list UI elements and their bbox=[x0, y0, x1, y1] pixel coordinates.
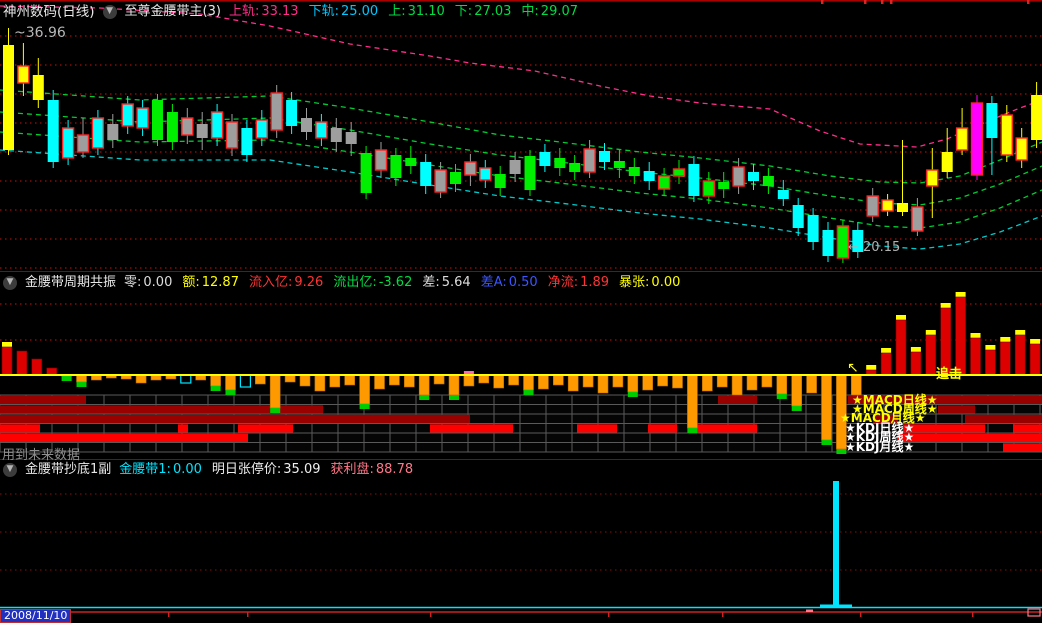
indicator-field: 下: 27.03 bbox=[455, 3, 512, 21]
indicator-field: 获利盘: 88.78 bbox=[331, 461, 414, 479]
field-value: -3.62 bbox=[378, 275, 413, 290]
field-label: 金腰带1: bbox=[119, 462, 171, 477]
chevron-down-circle-icon[interactable]: ▼ bbox=[102, 5, 117, 19]
signal-row-label: ★KDJ日线★ bbox=[845, 421, 915, 435]
field-label: 下: bbox=[454, 4, 473, 19]
field-label: 差A: bbox=[480, 275, 507, 290]
field-value: 9.26 bbox=[294, 275, 324, 290]
indicator-name: 至尊金腰带主(3) bbox=[124, 4, 221, 19]
panel2-indicator-values: 零: 0.00 额: 12.87 流入亿: 9.26 流出亿: -3.62 差: 5.64 差A: 0… bbox=[124, 274, 690, 292]
field-value: 0.00 bbox=[651, 275, 681, 290]
field-label: 零: bbox=[124, 275, 142, 290]
field-label: 流入亿: bbox=[248, 275, 293, 290]
field-label: 上轨: bbox=[228, 4, 260, 19]
stock-title: 神州数码(日线) bbox=[3, 4, 95, 20]
panel3-indicator-values: 金腰带1: 0.00 明日张停价: 35.09 获利盘: 88.78 bbox=[119, 461, 423, 479]
chevron-down-circle-icon[interactable]: ▼ bbox=[3, 276, 17, 290]
field-label: 额: bbox=[182, 275, 200, 290]
indicator-field: 明日张停价: 35.09 bbox=[212, 461, 321, 479]
chevron-down-circle-icon[interactable]: ▼ bbox=[3, 463, 17, 477]
field-value: 0.00 bbox=[143, 275, 173, 290]
date-axis-label: 2008/11/10 bbox=[0, 609, 72, 623]
field-label: 上: bbox=[388, 4, 406, 19]
field-value: 33.13 bbox=[261, 4, 299, 19]
panel1-indicator-values: 上轨: 33.13 下轨: 25.00 上: 31.10 下: 27.03 中: 29.07 bbox=[229, 3, 588, 21]
indicator-field: 暴张: 0.00 bbox=[619, 274, 680, 292]
indicator-field: 中: 29.07 bbox=[521, 3, 578, 21]
signal-row-label: ★MACD日线★ bbox=[852, 393, 938, 407]
indicator-field: 下轨: 25.00 bbox=[309, 3, 379, 21]
field-value: 25.00 bbox=[340, 4, 379, 19]
field-label: 净流: bbox=[547, 275, 579, 290]
field-value: 31.10 bbox=[407, 4, 445, 19]
panel2-header: ▼ 金腰带周期共振 零: 0.00 额: 12.87 流入亿: 9.26 流出亿: -3.62… bbox=[3, 274, 690, 292]
field-value: 88.78 bbox=[375, 462, 414, 477]
field-label: 流出亿: bbox=[333, 275, 377, 290]
field-value: 12.87 bbox=[201, 275, 239, 290]
cursor-arrow-icon: ↖ bbox=[847, 360, 859, 376]
price-high-label: ~36.96 bbox=[14, 25, 66, 41]
price-low-label: ← 20.15 bbox=[848, 240, 901, 255]
chase-annotation: 追击 bbox=[936, 367, 963, 382]
panel1-header: 神州数码(日线) ▼ 至尊金腰带主(3) 上轨: 33.13 下轨: 25.00 上: 3… bbox=[3, 3, 588, 21]
field-value: 29.07 bbox=[540, 4, 579, 19]
signal-row-label: ★MACD周线★ bbox=[852, 402, 938, 416]
panel3-header: ▼ 金腰带抄底1副 金腰带1: 0.00 明日张停价: 35.09 获利盘: 88.78 bbox=[3, 461, 423, 479]
field-label: 差: bbox=[422, 275, 440, 290]
field-label: 下轨: bbox=[308, 4, 339, 19]
indicator-field: 差A: 0.50 bbox=[481, 274, 538, 292]
field-value: 35.09 bbox=[283, 462, 321, 477]
signal-row-label: ★KDJ月线★ bbox=[845, 440, 915, 454]
field-label: 中: bbox=[521, 4, 539, 19]
field-value: 5.64 bbox=[441, 275, 471, 290]
panel3-title: 金腰带抄底1副 bbox=[25, 462, 112, 477]
indicator-field: 差: 5.64 bbox=[422, 274, 470, 292]
indicator-field: 净流: 1.89 bbox=[548, 274, 609, 292]
field-label: 获利盘: bbox=[330, 462, 374, 477]
field-label: 暴张: bbox=[619, 275, 650, 290]
indicator-field: 流入亿: 9.26 bbox=[249, 274, 323, 292]
indicator-field: 上轨: 33.13 bbox=[229, 3, 299, 21]
panel2-title: 金腰带周期共振 bbox=[25, 275, 117, 290]
field-value: 0.50 bbox=[508, 275, 538, 290]
indicator-field: 金腰带1: 0.00 bbox=[119, 461, 202, 479]
indicator-field: 上: 31.10 bbox=[388, 3, 445, 21]
signal-row-label: ★MACD月线★ bbox=[840, 411, 926, 425]
field-value: 27.03 bbox=[474, 4, 512, 19]
field-value: 0.00 bbox=[172, 462, 202, 477]
field-label: 明日张停价: bbox=[211, 462, 282, 477]
indicator-field: 额: 12.87 bbox=[182, 274, 239, 292]
signal-row-label: ★KDJ周线★ bbox=[845, 430, 915, 444]
field-value: 1.89 bbox=[580, 275, 610, 290]
future-data-note: 用到未来数据 bbox=[2, 448, 81, 463]
indicator-field: 流出亿: -3.62 bbox=[333, 274, 412, 292]
indicator-field: 零: 0.00 bbox=[124, 274, 172, 292]
